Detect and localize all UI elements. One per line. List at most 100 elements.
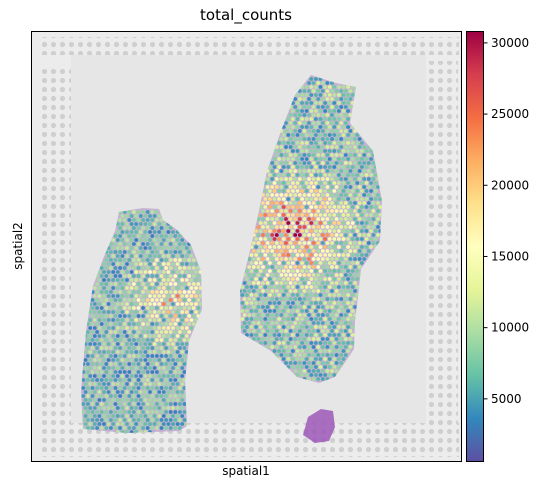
spot bbox=[171, 278, 175, 282]
spot bbox=[132, 354, 136, 358]
spot bbox=[171, 358, 175, 362]
spot bbox=[180, 382, 185, 386]
colorbar-tick-label: 30000 bbox=[491, 36, 529, 50]
spot bbox=[173, 322, 178, 326]
spot bbox=[120, 382, 125, 386]
spot bbox=[314, 349, 318, 353]
spot bbox=[323, 253, 327, 257]
spot bbox=[171, 406, 175, 410]
spot bbox=[302, 217, 307, 221]
spot bbox=[148, 422, 152, 426]
spot bbox=[320, 225, 325, 229]
spot bbox=[263, 229, 268, 233]
spot bbox=[277, 333, 281, 337]
spot bbox=[332, 205, 337, 209]
spot bbox=[284, 321, 288, 325]
spot bbox=[304, 205, 309, 209]
spot bbox=[106, 326, 111, 330]
spot bbox=[129, 390, 134, 394]
spot bbox=[113, 274, 118, 278]
spot bbox=[279, 265, 284, 269]
spot bbox=[138, 270, 143, 274]
spot bbox=[281, 157, 286, 161]
spot bbox=[83, 350, 88, 354]
spot bbox=[357, 233, 362, 237]
spot bbox=[102, 278, 106, 282]
spot bbox=[277, 165, 281, 169]
spot bbox=[122, 218, 127, 222]
spot bbox=[297, 321, 302, 325]
spot bbox=[171, 398, 175, 402]
spot bbox=[118, 402, 122, 406]
spot bbox=[353, 265, 357, 269]
spot bbox=[88, 334, 93, 338]
spot bbox=[148, 342, 152, 346]
spot bbox=[314, 309, 318, 313]
spot bbox=[152, 406, 157, 410]
spot bbox=[272, 261, 277, 265]
spot bbox=[325, 201, 330, 205]
spot bbox=[350, 157, 355, 161]
spot bbox=[327, 181, 332, 185]
spot bbox=[115, 398, 120, 402]
spot bbox=[148, 350, 152, 354]
spot bbox=[311, 89, 316, 93]
spot bbox=[148, 326, 152, 330]
spot bbox=[314, 85, 318, 89]
spot bbox=[316, 361, 321, 365]
spot bbox=[350, 317, 355, 321]
spot bbox=[355, 141, 360, 145]
spot bbox=[330, 281, 334, 285]
spot bbox=[332, 109, 337, 113]
spot bbox=[102, 358, 106, 362]
spot bbox=[106, 382, 111, 386]
spot bbox=[159, 258, 164, 262]
spot bbox=[150, 354, 155, 358]
spot bbox=[286, 181, 291, 185]
spot bbox=[337, 165, 341, 169]
spot bbox=[189, 254, 194, 258]
spot bbox=[129, 422, 134, 426]
spot bbox=[272, 277, 277, 281]
spot bbox=[265, 249, 270, 253]
spot bbox=[309, 141, 314, 145]
spot bbox=[332, 149, 337, 153]
spot bbox=[173, 314, 178, 318]
spot bbox=[295, 253, 300, 257]
spot bbox=[251, 313, 256, 317]
spot bbox=[316, 169, 321, 173]
spot bbox=[339, 361, 344, 365]
spot bbox=[118, 298, 122, 302]
spot bbox=[263, 197, 268, 201]
spot bbox=[330, 145, 334, 149]
spot bbox=[350, 189, 355, 193]
spot bbox=[118, 394, 122, 398]
spot bbox=[136, 338, 141, 342]
spot bbox=[311, 313, 316, 317]
spot bbox=[97, 342, 102, 346]
spot bbox=[293, 337, 298, 341]
spot bbox=[90, 410, 95, 414]
spot bbox=[304, 285, 309, 289]
spot bbox=[270, 161, 275, 165]
spot bbox=[323, 245, 327, 249]
spot bbox=[343, 313, 348, 317]
spot bbox=[320, 345, 325, 349]
spot bbox=[134, 374, 139, 378]
spot bbox=[360, 245, 364, 249]
spot bbox=[304, 333, 309, 337]
spot bbox=[263, 333, 268, 337]
spot bbox=[337, 181, 341, 185]
spot bbox=[320, 305, 325, 309]
spot bbox=[129, 382, 134, 386]
spot bbox=[129, 406, 134, 410]
spot bbox=[254, 245, 258, 249]
spot bbox=[353, 193, 357, 197]
spot bbox=[111, 326, 116, 330]
spot bbox=[355, 149, 360, 153]
spot bbox=[316, 313, 321, 317]
spot bbox=[270, 209, 275, 213]
spot bbox=[182, 370, 187, 374]
spot bbox=[314, 109, 318, 113]
spot bbox=[293, 273, 298, 277]
